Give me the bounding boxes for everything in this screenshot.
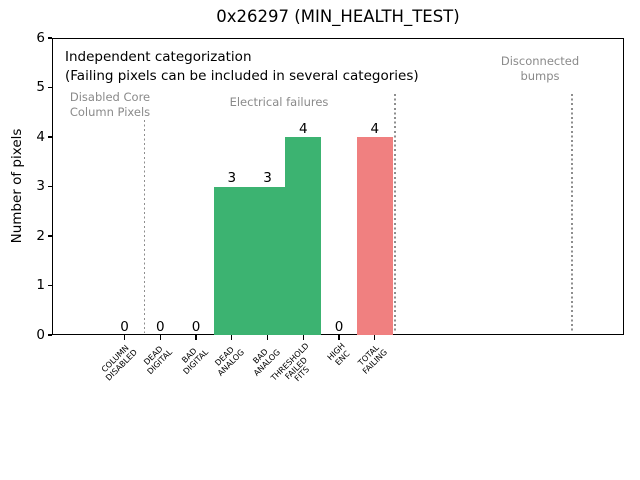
bar-total-failing [356, 137, 393, 335]
bar-value-label: 4 [298, 120, 308, 137]
annotation-independent-categorization: Independent categorization [65, 49, 252, 65]
y-tick-label: 4 [36, 128, 45, 145]
bar-value-label: 0 [120, 318, 129, 335]
section-separator-dotted-line [571, 94, 573, 333]
x-tick-mark [231, 335, 233, 340]
y-tick-label: 1 [36, 277, 45, 293]
x-tick-label: BAD DIGITAL [176, 342, 210, 376]
x-tick-label: HIGH ENC [326, 341, 353, 369]
y-tick-label: 6 [36, 29, 45, 46]
section-label-electrical-failures: Electrical failures [229, 95, 329, 109]
y-tick-mark [47, 284, 52, 287]
bar-value-label: 0 [334, 318, 344, 335]
x-tick-mark [374, 335, 376, 340]
y-tick-label: 2 [36, 227, 45, 244]
bar-threshold-failed-fits [285, 137, 322, 335]
x-tick-mark [266, 335, 269, 340]
x-tick-mark [195, 335, 197, 340]
bar-dead-analog [213, 186, 250, 335]
y-tick-mark [47, 136, 52, 138]
bar-value-label: 0 [155, 318, 165, 335]
x-tick-label: DEAD DIGITAL [140, 342, 174, 376]
y-tick-mark [47, 334, 52, 336]
bar-value-label: 4 [370, 120, 380, 137]
y-tick-mark [47, 37, 52, 39]
x-tick-mark [338, 335, 340, 340]
bar-value-label: 0 [191, 318, 201, 335]
y-tick-label: 3 [36, 178, 45, 194]
annotation-failing-pixels-note: (Failing pixels can be included in sever… [65, 68, 419, 84]
y-tick-mark [47, 235, 52, 237]
y-tick-mark [47, 185, 52, 188]
x-tick-mark [159, 335, 161, 340]
bar-bad-analog [249, 186, 286, 335]
y-tick-label: 5 [36, 79, 45, 95]
bar-value-label: 3 [227, 170, 237, 186]
y-tick-mark [47, 86, 52, 89]
x-tick-mark [302, 335, 304, 340]
bar-value-label: 3 [263, 170, 272, 186]
section-separator-dotted-line [143, 120, 146, 333]
section-separator-dotted-line [394, 94, 396, 333]
section-label-disabled-core-column-pixels: Disabled Core Column Pixels [69, 90, 151, 119]
y-tick-label: 0 [36, 326, 45, 343]
plot-area [52, 38, 624, 335]
x-tick-mark [123, 335, 126, 340]
x-tick-label: COLUMN DISABLED [98, 342, 139, 383]
section-label-disconnected-bumps: Disconnected bumps [500, 54, 580, 83]
chart-title: 0x26297 (MIN_HEALTH_TEST) [216, 7, 460, 26]
x-tick-label: TOTAL FAILING [355, 342, 389, 376]
x-tick-label: DEAD ANALOG [210, 342, 246, 378]
